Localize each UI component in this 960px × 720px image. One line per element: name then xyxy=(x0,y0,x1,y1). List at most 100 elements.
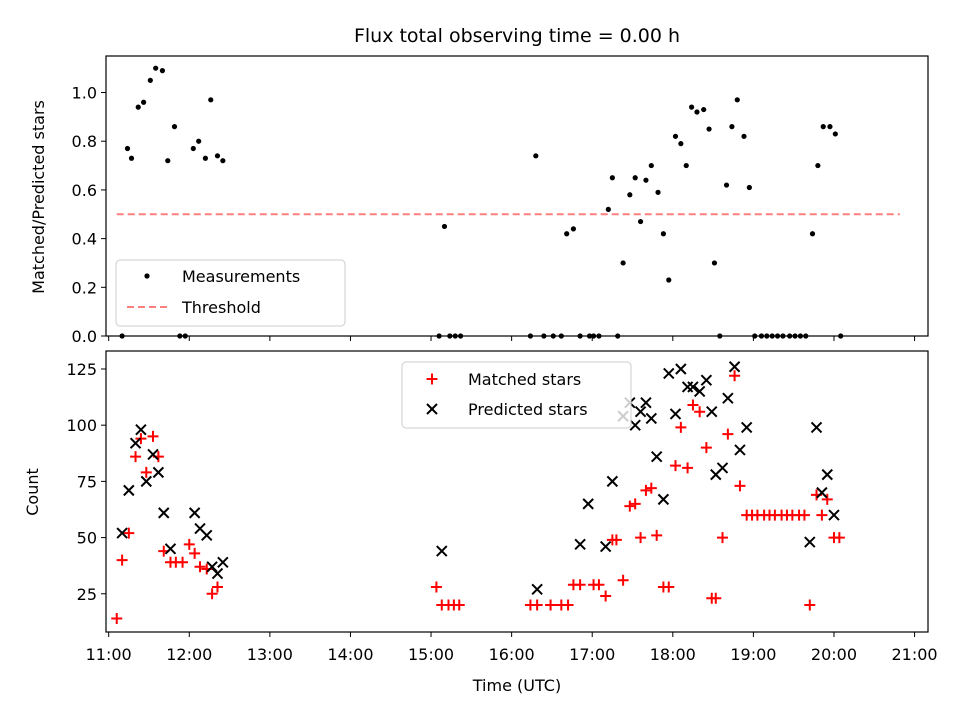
measurement-point xyxy=(171,124,178,130)
predicted-star-point xyxy=(574,538,586,551)
count-panel: Count Time (UTC) 25 50 75 100 125 11:00 12:00… xyxy=(23,350,938,695)
matched-star-point xyxy=(593,579,605,591)
ratio-legend-box xyxy=(115,259,346,327)
predicted-star-point xyxy=(436,545,448,557)
legend-predicted-label: Predicted stars xyxy=(468,400,588,419)
count-x-tick-label: 13:00 xyxy=(247,645,293,664)
matched-star-point xyxy=(629,498,641,510)
predicted-star-point xyxy=(669,408,682,420)
count-x-tick-label: 15:00 xyxy=(408,645,454,664)
matched-star-point xyxy=(140,466,152,478)
count-y-tick-label: 75 xyxy=(77,472,97,491)
legend-measurements-marker xyxy=(144,273,150,279)
ratio-y-axis-label: Matched/Predicted stars xyxy=(29,100,48,294)
ratio-plot-frame xyxy=(105,55,929,337)
measurement-point xyxy=(533,153,539,159)
matched-star-point xyxy=(430,581,442,593)
measurement-point xyxy=(128,155,135,161)
measurement-point xyxy=(729,124,735,130)
measurement-point xyxy=(637,218,644,225)
ratio-panel: Flux total observing time = 0.00 h Match… xyxy=(29,25,929,346)
matched-star-point xyxy=(651,529,663,541)
chart-title: Flux total observing time = 0.00 h xyxy=(354,25,680,47)
measurement-point xyxy=(190,145,196,152)
legend-measurements-label: Measurements xyxy=(182,267,300,286)
measurement-point xyxy=(723,182,730,188)
measurement-point xyxy=(124,145,131,152)
predicted-star-point xyxy=(135,423,147,436)
measurement-point xyxy=(620,260,626,266)
ratio-y-tick-label: 0.8 xyxy=(72,132,97,151)
predicted-star-point xyxy=(810,421,823,434)
predicted-star-point xyxy=(700,374,713,386)
matched-star-point xyxy=(111,613,123,625)
predicted-star-point xyxy=(188,507,201,519)
measurement-point xyxy=(746,184,752,191)
predicted-star-point xyxy=(693,385,706,398)
matched-star-point xyxy=(130,451,142,463)
predicted-star-point xyxy=(606,475,619,488)
measurement-point xyxy=(605,206,611,212)
matched-star-point xyxy=(821,493,833,505)
ratio-y-tick-label: 0.0 xyxy=(72,327,97,346)
matched-star-point xyxy=(617,574,629,586)
predicted-star-point xyxy=(728,361,741,373)
measurement-point xyxy=(711,260,718,266)
count-x-tick-label: 16:00 xyxy=(489,645,535,664)
count-x-tick-label: 19:00 xyxy=(730,645,776,664)
matched-star-point xyxy=(717,532,728,544)
ratio-legend: Measurements Threshold xyxy=(115,259,346,327)
measurement-point xyxy=(214,153,221,159)
count-x-tick-label: 14:00 xyxy=(327,645,373,664)
predicted-star-point xyxy=(140,475,153,488)
count-x-tick-label: 21:00 xyxy=(892,645,938,664)
count-y-tick-label: 125 xyxy=(66,360,97,379)
measurement-point xyxy=(441,223,448,230)
count-y-axis-label: Count xyxy=(23,468,42,516)
matched-star-point xyxy=(183,538,195,550)
predicted-star-point xyxy=(740,421,753,434)
matched-star-point xyxy=(687,399,699,411)
predicted-star-point xyxy=(645,412,658,425)
measurement-point xyxy=(648,162,654,169)
measurement-point xyxy=(220,158,226,164)
measurement-point xyxy=(202,155,208,161)
count-x-tick-label: 12:00 xyxy=(166,645,212,664)
matched-star-point xyxy=(189,547,201,559)
predicted-star-point xyxy=(821,468,833,481)
matched-star-point xyxy=(545,599,557,611)
measurement-point xyxy=(809,231,816,237)
matched-star-point xyxy=(710,592,722,604)
count-y-tick-label: 50 xyxy=(77,529,97,548)
matched-star-point xyxy=(663,581,675,593)
count-y-tick-label: 25 xyxy=(77,585,97,604)
predicted-star-point xyxy=(217,556,229,569)
count-legend-box xyxy=(401,361,632,429)
ratio-x-ticks xyxy=(108,336,916,341)
predicted-star-point xyxy=(804,536,816,548)
matched-star-point xyxy=(624,500,636,512)
count-legend: Matched stars Predicted stars xyxy=(401,361,632,429)
matched-star-point xyxy=(635,532,647,544)
matched-star-point xyxy=(206,588,218,600)
predicted-star-point xyxy=(629,419,641,431)
measurement-point xyxy=(734,97,740,103)
ratio-y-tick-label: 0.6 xyxy=(72,181,97,200)
predicted-star-point xyxy=(650,450,663,463)
legend-predicted-marker xyxy=(426,403,438,415)
matched-star-point xyxy=(722,428,734,440)
matched-star-point xyxy=(833,532,845,544)
predicted-star-point xyxy=(531,583,543,595)
ratio-y-tick-label: 1.0 xyxy=(72,84,97,103)
measurement-point xyxy=(694,109,700,115)
matched-star-point xyxy=(816,509,828,521)
measurement-point xyxy=(683,162,689,169)
measurement-point xyxy=(689,104,695,110)
measurement-point xyxy=(135,104,141,110)
predicted-star-point xyxy=(675,363,687,375)
predicted-star-point xyxy=(722,392,734,404)
measurement-point xyxy=(815,162,821,169)
matched-star-point xyxy=(123,527,135,539)
matched-star-point xyxy=(116,554,128,566)
